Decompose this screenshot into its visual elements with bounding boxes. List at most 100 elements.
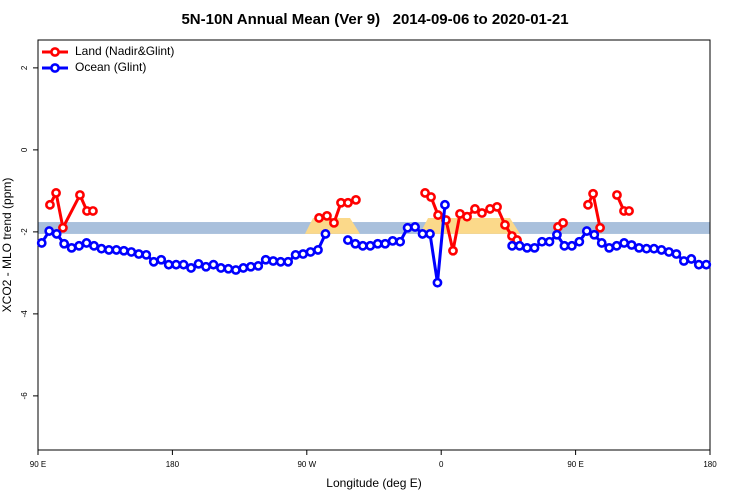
data-point — [238, 263, 249, 273]
data-point — [395, 236, 406, 247]
y-tick-label: 2 — [20, 65, 29, 70]
data-point — [343, 197, 353, 208]
data-point — [402, 222, 413, 233]
data-point — [104, 245, 114, 255]
data-point — [619, 238, 630, 248]
data-point — [75, 190, 85, 200]
data-point — [156, 254, 167, 265]
data-point — [74, 240, 84, 251]
data-point — [36, 238, 47, 248]
data-point — [133, 249, 144, 259]
data-point — [656, 245, 667, 255]
data-point — [410, 222, 420, 232]
data-point — [433, 210, 443, 220]
data-point — [45, 199, 55, 210]
x-tick-label: 90 E — [30, 460, 46, 469]
data-point — [290, 249, 301, 260]
data-point — [44, 226, 55, 236]
data-point — [440, 199, 450, 210]
x-tick-label: 90 W — [297, 460, 316, 469]
data-point — [425, 229, 435, 239]
data-point — [51, 229, 62, 239]
data-point — [559, 240, 570, 251]
data-point — [342, 235, 353, 245]
data-point — [96, 243, 107, 254]
data-point — [470, 204, 480, 214]
data-point — [380, 238, 391, 249]
data-point — [448, 245, 458, 256]
data-point — [351, 194, 361, 205]
data-point — [171, 259, 182, 270]
data-point — [88, 206, 98, 216]
data-point — [283, 256, 294, 267]
x-tick-label: 90 E — [567, 460, 583, 469]
data-point — [701, 259, 712, 270]
data-point — [118, 245, 129, 256]
y-tick-label: -6 — [20, 392, 29, 400]
data-point — [432, 277, 443, 288]
data-point — [507, 240, 518, 251]
data-point — [178, 259, 189, 270]
data-point — [365, 240, 376, 251]
data-point — [66, 242, 77, 253]
data-point — [186, 263, 196, 273]
data-point — [596, 238, 607, 248]
data-point — [81, 238, 92, 248]
data-point — [372, 238, 383, 249]
x-tick-label: 0 — [439, 460, 444, 469]
data-point — [223, 263, 234, 274]
data-point — [671, 249, 682, 259]
data-point — [89, 240, 99, 251]
data-point — [500, 220, 510, 230]
data-point — [350, 238, 361, 249]
legend-marker — [50, 47, 60, 57]
data-point — [634, 242, 644, 253]
data-point — [268, 256, 279, 266]
data-point — [595, 222, 605, 233]
data-point — [216, 263, 226, 273]
data-point — [245, 261, 256, 272]
data-point — [58, 222, 68, 233]
data-point — [305, 247, 316, 257]
data-point — [611, 240, 622, 251]
data-point — [59, 238, 70, 249]
data-point — [208, 259, 219, 270]
data-point — [686, 254, 697, 264]
data-point — [314, 213, 324, 223]
data-point — [583, 199, 593, 210]
data-point — [51, 188, 61, 198]
data-point — [522, 242, 532, 253]
data-point — [581, 226, 592, 236]
x-tick-label: 180 — [703, 460, 717, 469]
data-point — [544, 236, 555, 247]
data-point — [322, 210, 332, 221]
data-point — [298, 249, 308, 259]
data-point — [148, 256, 159, 267]
y-tick-label: -4 — [20, 310, 29, 318]
y-tick-label: -2 — [20, 228, 29, 236]
data-point — [163, 259, 174, 270]
data-point — [529, 242, 540, 253]
data-point — [477, 208, 487, 218]
data-point — [514, 240, 525, 251]
data-point — [664, 247, 674, 257]
data-point — [387, 235, 398, 246]
data-point — [141, 249, 152, 260]
data-point — [604, 242, 615, 253]
reference-band — [38, 222, 710, 234]
data-point — [537, 236, 547, 247]
data-point — [558, 217, 568, 228]
data-point — [426, 192, 436, 202]
data-point — [329, 217, 339, 228]
data-point — [275, 256, 286, 267]
data-point — [253, 261, 264, 271]
data-point — [678, 256, 689, 266]
data-point — [626, 240, 637, 250]
chart-title: 5N-10N Annual Mean (Ver 9) 2014-09-06 to… — [181, 11, 568, 28]
data-point — [589, 229, 600, 240]
data-point — [201, 261, 211, 272]
data-point — [552, 229, 562, 240]
data-point — [357, 240, 368, 251]
